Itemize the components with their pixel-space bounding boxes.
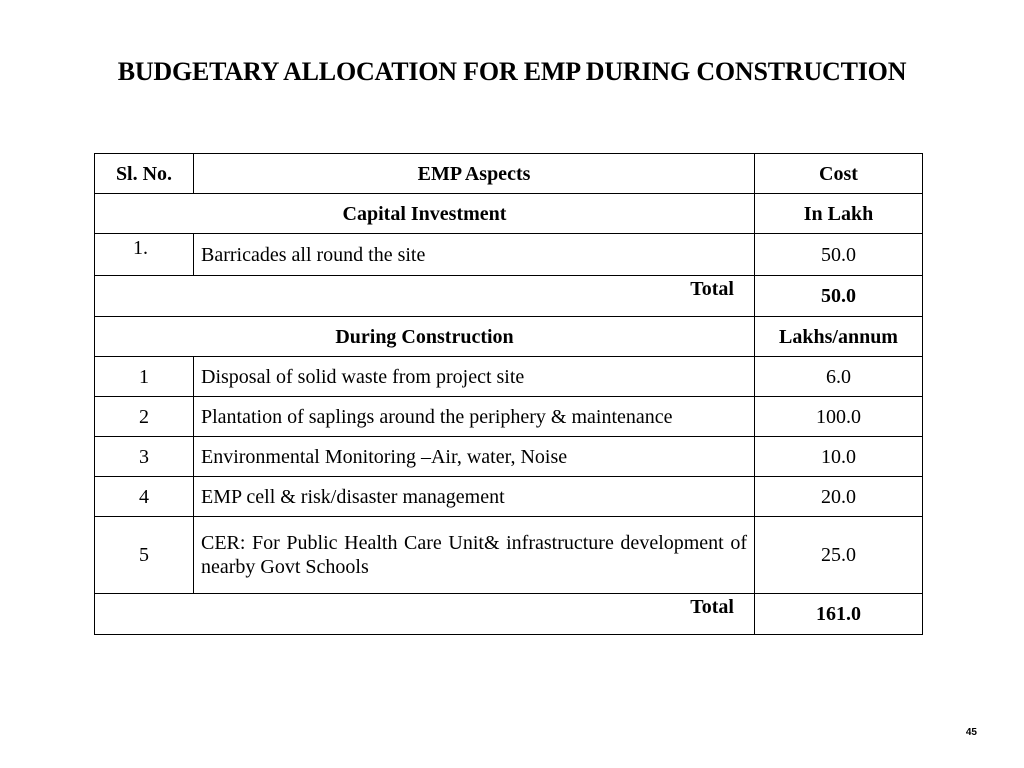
- table-row: 4 EMP cell & risk/disaster management 20…: [94, 476, 923, 517]
- row-aspect: Barricades all round the site: [193, 233, 755, 276]
- row-cost: 50.0: [754, 233, 923, 276]
- row-number: 1: [94, 356, 194, 397]
- row-cost: 25.0: [754, 516, 923, 594]
- construction-section-label: During Construction: [94, 316, 755, 357]
- row-aspect: Environmental Monitoring –Air, water, No…: [193, 436, 755, 477]
- table-row: 1 Disposal of solid waste from project s…: [94, 356, 923, 397]
- row-aspect: EMP cell & risk/disaster management: [193, 476, 755, 517]
- construction-total-row: Total 161.0: [94, 593, 923, 635]
- header-cost: Cost: [754, 153, 923, 194]
- row-number: 2: [94, 396, 194, 437]
- table-row: 5 CER: For Public Health Care Unit& infr…: [94, 516, 923, 594]
- construction-unit: Lakhs/annum: [754, 316, 923, 357]
- page-number: 45: [965, 727, 977, 738]
- header-emp-aspects: EMP Aspects: [193, 153, 755, 194]
- header-row: Sl. No. EMP Aspects Cost: [94, 153, 923, 194]
- row-aspect: Plantation of saplings around the periph…: [193, 396, 755, 437]
- capital-total-label: Total: [94, 275, 755, 317]
- construction-total-value: 161.0: [754, 593, 923, 635]
- capital-unit: In Lakh: [754, 193, 923, 234]
- construction-total-label: Total: [94, 593, 755, 635]
- row-number: 1.: [94, 233, 194, 276]
- row-aspect: CER: For Public Health Care Unit& infras…: [193, 516, 755, 594]
- capital-section-row: Capital Investment In Lakh: [94, 193, 923, 234]
- header-sl-no: Sl. No.: [94, 153, 194, 194]
- capital-total-row: Total 50.0: [94, 275, 923, 317]
- capital-total-value: 50.0: [754, 275, 923, 317]
- table-row: 1. Barricades all round the site 50.0: [94, 233, 923, 276]
- slide-title: BUDGETARY ALLOCATION FOR EMP DURING CONS…: [117, 57, 907, 86]
- row-aspect: Disposal of solid waste from project sit…: [193, 356, 755, 397]
- row-cost: 100.0: [754, 396, 923, 437]
- budget-table: Sl. No. EMP Aspects Cost Capital Investm…: [94, 153, 923, 635]
- row-cost: 6.0: [754, 356, 923, 397]
- row-number: 3: [94, 436, 194, 477]
- row-cost: 20.0: [754, 476, 923, 517]
- construction-section-row: During Construction Lakhs/annum: [94, 316, 923, 357]
- table-row: 2 Plantation of saplings around the peri…: [94, 396, 923, 437]
- row-cost: 10.0: [754, 436, 923, 477]
- row-number: 5: [94, 516, 194, 594]
- capital-section-label: Capital Investment: [94, 193, 755, 234]
- table-row: 3 Environmental Monitoring –Air, water, …: [94, 436, 923, 477]
- row-number: 4: [94, 476, 194, 517]
